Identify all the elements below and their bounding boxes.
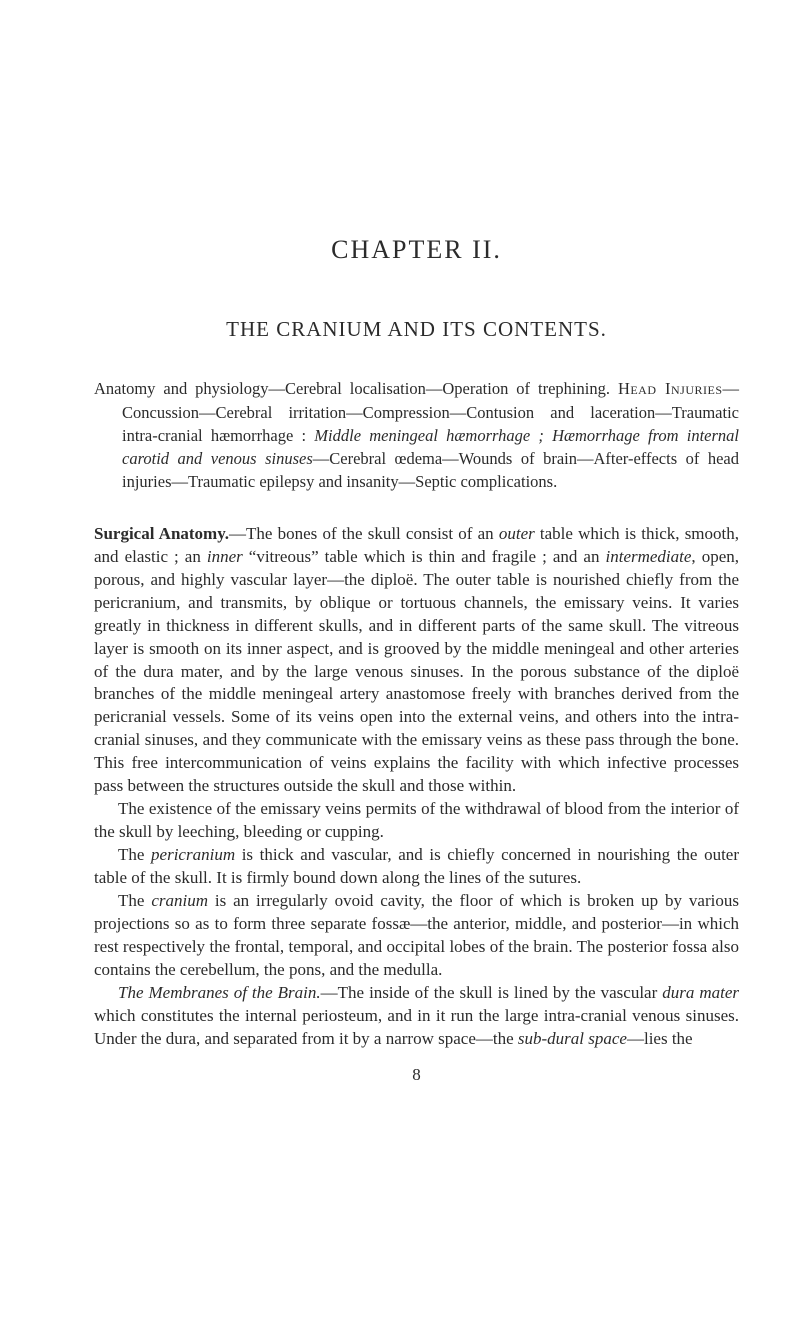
chapter-summary: Anatomy and physiology—Cerebral localisa… [94, 377, 739, 492]
body-paragraph: Surgical Anatomy.—The bones of the skull… [94, 523, 739, 798]
body-paragraph: The cranium is an irregularly ovoid cavi… [94, 890, 739, 982]
page: CHAPTER II. THE CRANIUM AND ITS CONTENTS… [0, 0, 801, 1340]
chapter-title: CHAPTER II. [94, 232, 739, 267]
body-paragraph: The existence of the emissary veins perm… [94, 798, 739, 844]
body-paragraph: The Membranes of the Brain.—The inside o… [94, 982, 739, 1051]
page-number: 8 [94, 1064, 739, 1087]
section-title: THE CRANIUM AND ITS CONTENTS. [94, 315, 739, 343]
body-paragraph: The pericranium is thick and vascular, a… [94, 844, 739, 890]
